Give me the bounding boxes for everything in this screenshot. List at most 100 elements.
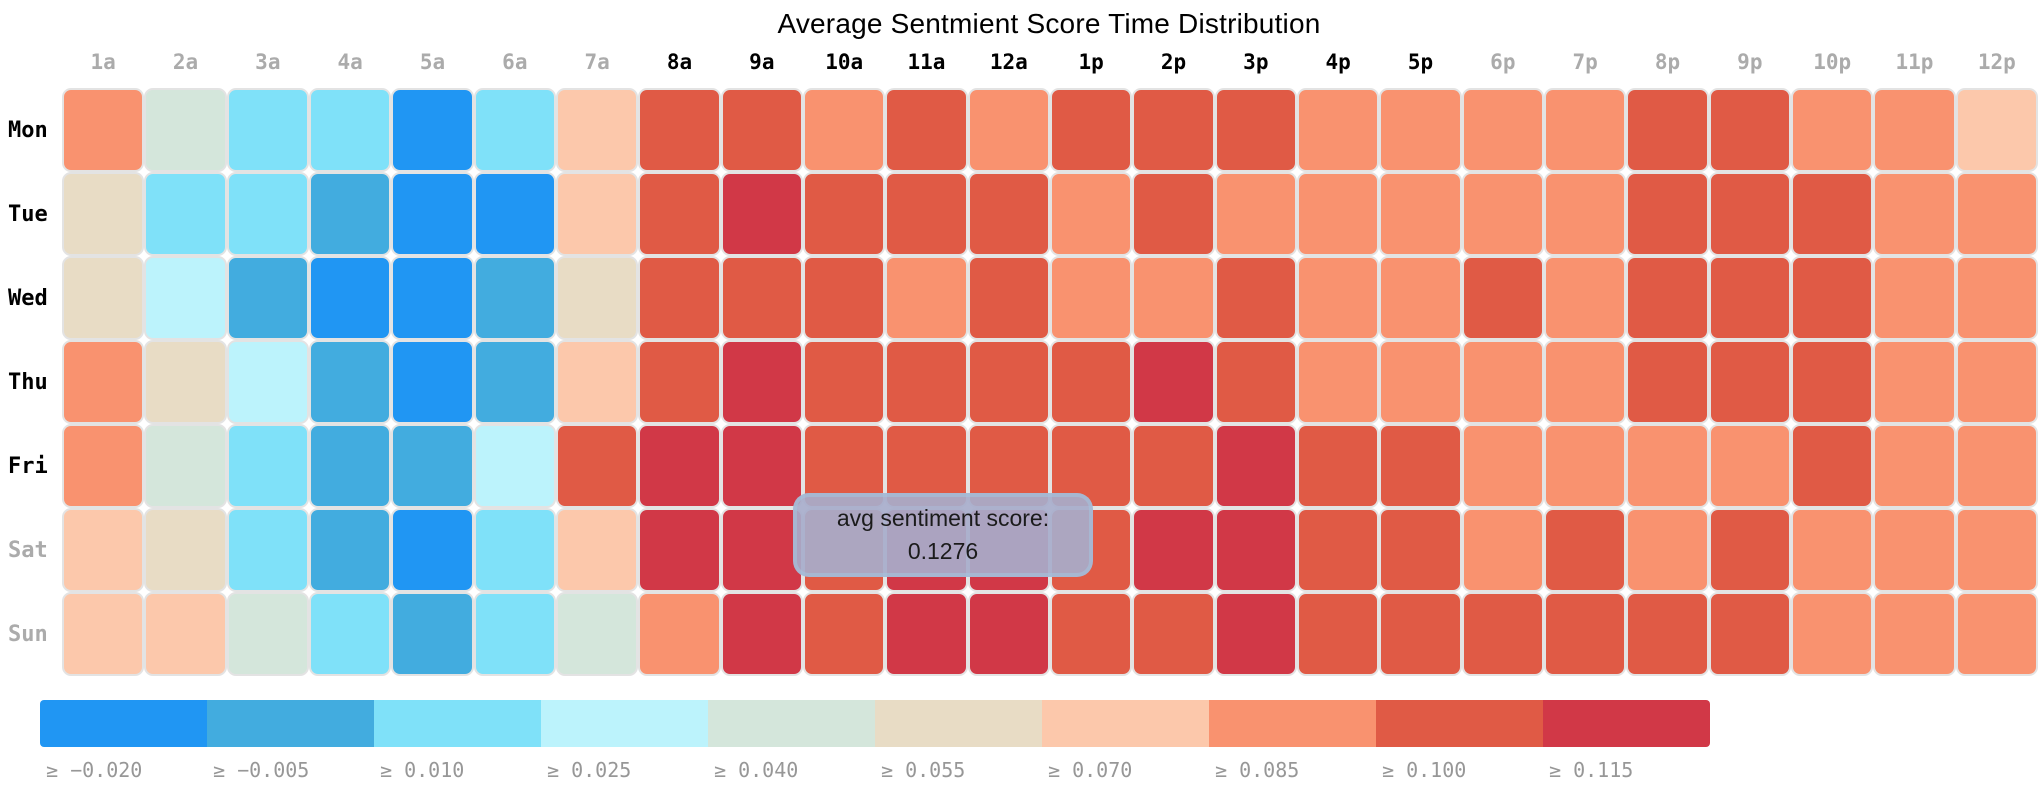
heat-cell-Mon-10p[interactable] [1791, 88, 1874, 172]
heat-cell-Tue-12p[interactable] [1955, 172, 2038, 256]
heat-cell-Sat-9a[interactable] [720, 508, 803, 592]
heat-cell-Mon-5a[interactable] [391, 88, 474, 172]
heat-cell-Tue-6p[interactable] [1461, 172, 1544, 256]
heat-cell-Mon-6a[interactable] [473, 88, 556, 172]
heat-cell-Wed-1a[interactable] [62, 256, 145, 340]
heat-cell-Mon-7a[interactable] [556, 88, 639, 172]
heat-cell-Tue-12a[interactable] [967, 172, 1050, 256]
heat-cell-Mon-11p[interactable] [1873, 88, 1956, 172]
heat-cell-Sat-6a[interactable] [473, 508, 556, 592]
heat-cell-Mon-2p[interactable] [1132, 88, 1215, 172]
heat-cell-Sun-8a[interactable] [638, 592, 721, 676]
heat-cell-Sat-10p[interactable] [1791, 508, 1874, 592]
heat-cell-Thu-9a[interactable] [720, 340, 803, 424]
legend-segment-3[interactable] [541, 700, 708, 747]
heat-cell-Mon-8a[interactable] [638, 88, 721, 172]
heat-cell-Thu-5p[interactable] [1379, 340, 1462, 424]
heat-cell-Sun-2a[interactable] [144, 592, 227, 676]
heat-cell-Mon-10a[interactable] [803, 88, 886, 172]
heat-cell-Thu-1a[interactable] [62, 340, 145, 424]
heat-cell-Mon-12a[interactable] [967, 88, 1050, 172]
heat-cell-Sun-10p[interactable] [1791, 592, 1874, 676]
heat-cell-Sat-2a[interactable] [144, 508, 227, 592]
heat-cell-Sun-1a[interactable] [62, 592, 145, 676]
heat-cell-Sat-5p[interactable] [1379, 508, 1462, 592]
heat-cell-Tue-11p[interactable] [1873, 172, 1956, 256]
heat-cell-Wed-2a[interactable] [144, 256, 227, 340]
heat-cell-Sat-5a[interactable] [391, 508, 474, 592]
heat-cell-Fri-7a[interactable] [556, 424, 639, 508]
heat-cell-Thu-12p[interactable] [1955, 340, 2038, 424]
legend-segment-8[interactable] [1376, 700, 1543, 747]
heat-cell-Wed-12p[interactable] [1955, 256, 2038, 340]
heat-cell-Thu-8a[interactable] [638, 340, 721, 424]
heat-cell-Thu-4a[interactable] [309, 340, 392, 424]
heat-cell-Mon-8p[interactable] [1626, 88, 1709, 172]
heat-cell-Tue-1p[interactable] [1050, 172, 1133, 256]
legend-segment-5[interactable] [875, 700, 1042, 747]
heat-cell-Wed-8p[interactable] [1626, 256, 1709, 340]
heat-cell-Fri-6a[interactable] [473, 424, 556, 508]
heat-cell-Thu-10p[interactable] [1791, 340, 1874, 424]
heat-cell-Sat-12p[interactable] [1955, 508, 2038, 592]
heat-cell-Sun-5p[interactable] [1379, 592, 1462, 676]
heat-cell-Fri-2a[interactable] [144, 424, 227, 508]
heat-cell-Sat-11p[interactable] [1873, 508, 1956, 592]
heat-cell-Tue-6a[interactable] [473, 172, 556, 256]
heat-cell-Tue-9p[interactable] [1708, 172, 1791, 256]
heat-cell-Sat-4p[interactable] [1297, 508, 1380, 592]
legend-segment-1[interactable] [207, 700, 374, 747]
heat-cell-Sun-7a[interactable] [556, 592, 639, 676]
heat-cell-Fri-3a[interactable] [226, 424, 309, 508]
heat-cell-Fri-9p[interactable] [1708, 424, 1791, 508]
heat-cell-Mon-4p[interactable] [1297, 88, 1380, 172]
heat-cell-Sat-4a[interactable] [309, 508, 392, 592]
heat-cell-Fri-4a[interactable] [309, 424, 392, 508]
heat-cell-Sat-2p[interactable] [1132, 508, 1215, 592]
heat-cell-Wed-10p[interactable] [1791, 256, 1874, 340]
heat-cell-Mon-12p[interactable] [1955, 88, 2038, 172]
heat-cell-Thu-8p[interactable] [1626, 340, 1709, 424]
heat-cell-Sat-8a[interactable] [638, 508, 721, 592]
heat-cell-Sun-4p[interactable] [1297, 592, 1380, 676]
heat-cell-Tue-2a[interactable] [144, 172, 227, 256]
heat-cell-Sun-1p[interactable] [1050, 592, 1133, 676]
heat-cell-Thu-7a[interactable] [556, 340, 639, 424]
heat-cell-Wed-10a[interactable] [803, 256, 886, 340]
legend-segment-6[interactable] [1042, 700, 1209, 747]
heat-cell-Thu-9p[interactable] [1708, 340, 1791, 424]
legend-segment-9[interactable] [1543, 700, 1710, 747]
heat-cell-Mon-5p[interactable] [1379, 88, 1462, 172]
heat-cell-Sun-5a[interactable] [391, 592, 474, 676]
heat-cell-Sat-6p[interactable] [1461, 508, 1544, 592]
heat-cell-Sun-12a[interactable] [967, 592, 1050, 676]
heat-cell-Thu-1p[interactable] [1050, 340, 1133, 424]
heat-cell-Sun-8p[interactable] [1626, 592, 1709, 676]
heat-cell-Thu-2p[interactable] [1132, 340, 1215, 424]
heat-cell-Wed-11a[interactable] [885, 256, 968, 340]
heat-cell-Wed-1p[interactable] [1050, 256, 1133, 340]
heat-cell-Sun-3p[interactable] [1214, 592, 1297, 676]
heat-cell-Thu-7p[interactable] [1544, 340, 1627, 424]
heat-cell-Thu-3p[interactable] [1214, 340, 1297, 424]
heat-cell-Tue-7a[interactable] [556, 172, 639, 256]
heat-cell-Mon-1a[interactable] [62, 88, 145, 172]
heat-cell-Fri-8a[interactable] [638, 424, 721, 508]
heat-cell-Mon-3p[interactable] [1214, 88, 1297, 172]
heat-cell-Thu-11p[interactable] [1873, 340, 1956, 424]
heat-cell-Tue-11a[interactable] [885, 172, 968, 256]
heat-cell-Wed-3a[interactable] [226, 256, 309, 340]
heat-cell-Tue-1a[interactable] [62, 172, 145, 256]
heat-cell-Tue-7p[interactable] [1544, 172, 1627, 256]
heat-cell-Sun-3a[interactable] [226, 592, 309, 676]
heat-cell-Mon-9p[interactable] [1708, 88, 1791, 172]
heat-cell-Mon-6p[interactable] [1461, 88, 1544, 172]
heat-cell-Tue-4p[interactable] [1297, 172, 1380, 256]
heat-cell-Sat-7a[interactable] [556, 508, 639, 592]
heat-cell-Fri-5p[interactable] [1379, 424, 1462, 508]
heat-cell-Tue-5p[interactable] [1379, 172, 1462, 256]
heat-cell-Fri-11p[interactable] [1873, 424, 1956, 508]
legend-segment-7[interactable] [1209, 700, 1376, 747]
heat-cell-Thu-6p[interactable] [1461, 340, 1544, 424]
heat-cell-Wed-11p[interactable] [1873, 256, 1956, 340]
